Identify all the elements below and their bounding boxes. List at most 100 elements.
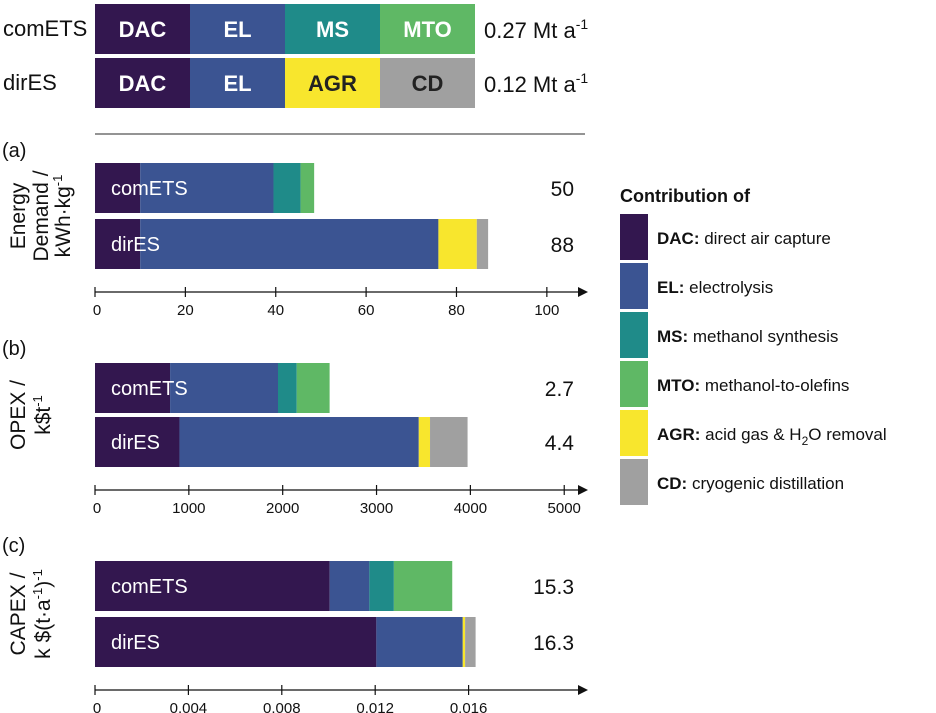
legend-key: CD: (657, 474, 692, 493)
legend-key: DAC: (657, 229, 704, 248)
x-tick-label: 3000 (360, 500, 393, 517)
legend-item-text: CD: cryogenic distillation (657, 474, 844, 493)
route-step-agr (285, 58, 380, 108)
bar-label: dirES (111, 432, 160, 454)
route-step-label: AGR (308, 71, 357, 96)
bar-segment-ms (273, 163, 301, 213)
panel-letter: (a) (2, 140, 26, 162)
bar-segment-dac (95, 363, 171, 413)
bar-total: 50 (551, 178, 574, 201)
panel-letter: (b) (2, 338, 26, 360)
bar-segment-dac (95, 219, 141, 269)
legend-item-text: EL: electrolysis (657, 278, 773, 297)
y-axis-label: CAPEX / k $(t·a-1)-1 (7, 569, 55, 659)
legend-desc: O removal (808, 425, 886, 444)
y-label-line: k $(t·a-1)-1 (30, 569, 55, 659)
route-step-label: EL (223, 17, 251, 42)
x-tick-label: 4000 (454, 500, 487, 517)
y-label-text: k $(t·a (32, 599, 55, 659)
x-tick-label: 5000 (548, 500, 581, 517)
x-tick-label: 20 (177, 302, 194, 319)
legend-item-text: MTO: methanol-to-olefins (657, 376, 849, 395)
bar-total: 16.3 (533, 632, 574, 655)
x-tick-label: 0.012 (356, 700, 394, 713)
bar-segment-cd (465, 617, 476, 667)
y-label-line: CAPEX / (7, 572, 30, 655)
route-step-label: EL (223, 71, 251, 96)
x-tick-label: 80 (448, 302, 465, 319)
legend-item-text: DAC: direct air capture (657, 229, 831, 248)
route-step-el (190, 58, 285, 108)
bar-segment-mto (393, 561, 453, 611)
legend-subscript: 2 (802, 434, 809, 448)
route-name: comETS (3, 16, 87, 41)
panel-c: (c) comETS 15.3 dirES 16.3 0 0.004 0.008 0.012 0.… (2, 535, 588, 713)
bar-segment-dac (95, 617, 377, 667)
y-label-text: kWh·kg (52, 186, 75, 257)
legend-swatch-dac (620, 214, 648, 260)
legend-key: EL: (657, 278, 689, 297)
y-label-line: kWh·kg-1 (50, 175, 75, 258)
process-routes: comETS DAC EL MS MTO 0.27 Mt a-1 dirES DAC EL AGR… (3, 4, 588, 108)
bar-segment-cd (430, 417, 468, 467)
bar-total: 88 (551, 234, 574, 257)
y-label-exponent: -1 (30, 588, 45, 600)
bar-segment-el (376, 617, 463, 667)
route-step-dac (95, 58, 190, 108)
bar-segment-mto (296, 363, 330, 413)
x-tick-label: 2000 (266, 500, 299, 517)
y-label-line: OPEX / (7, 380, 30, 450)
x-tick-label: 0.016 (450, 700, 488, 713)
legend-swatch-cd (620, 459, 648, 505)
bar-segment-el (329, 561, 370, 611)
x-tick-label: 0 (93, 500, 101, 517)
bar-segment-ms (369, 561, 394, 611)
x-axis-arrow (578, 485, 588, 495)
route-step-label: CD (412, 71, 444, 96)
bar-segment-dac (95, 561, 330, 611)
route-step-cd (380, 58, 475, 108)
y-label-text: k$t (32, 407, 55, 435)
y-label-line: Energy (7, 182, 30, 249)
legend-item-text: AGR: acid gas & H2O removal (657, 425, 887, 448)
bar-segment-dac (95, 163, 141, 213)
route-step-label: DAC (119, 17, 167, 42)
bar-total: 4.4 (545, 432, 575, 455)
legend-desc: acid gas & H (705, 425, 801, 444)
legend-title: Contribution of (620, 186, 751, 206)
y-label-exponent: -1 (30, 395, 45, 407)
route-name: dirES (3, 70, 57, 95)
legend-key: MS: (657, 327, 693, 346)
legend-swatch-ms (620, 312, 648, 358)
x-tick-label: 0 (93, 302, 101, 319)
legend-key: AGR: (657, 425, 705, 444)
x-axis-arrow (578, 685, 588, 695)
route-step-label: MS (316, 17, 349, 42)
bar-segment-ms (278, 363, 297, 413)
bar-segment-agr (438, 219, 477, 269)
amount-exponent: -1 (576, 16, 589, 32)
bar-label: comETS (111, 178, 188, 200)
legend-desc: cryogenic distillation (692, 474, 844, 493)
bar-total: 15.3 (533, 576, 574, 599)
y-label-line: Demand / (30, 170, 53, 261)
panel-b: (b) comETS 2.7 dirES 4.4 0 1000 2000 3000 4000 500… (2, 338, 588, 517)
route-step-label: DAC (119, 71, 167, 96)
y-label-exponent: -1 (50, 175, 65, 187)
x-tick-label: 40 (267, 302, 284, 319)
x-tick-label: 60 (358, 302, 375, 319)
route-step-label: MTO (403, 17, 451, 42)
y-label-exponent: -1 (30, 569, 45, 581)
route-step-ms (285, 4, 380, 54)
bar-label: comETS (111, 378, 188, 400)
bar-segment-el (140, 219, 439, 269)
legend-desc: methanol synthesis (693, 327, 839, 346)
legend-item-text: MS: methanol synthesis (657, 327, 838, 346)
x-tick-label: 0 (93, 700, 101, 713)
legend-swatch-mto (620, 361, 648, 407)
legend-swatch-el (620, 263, 648, 309)
amount-text: 0.27 Mt a (484, 18, 576, 43)
x-tick-label: 0.008 (263, 700, 301, 713)
route-step-el (190, 4, 285, 54)
